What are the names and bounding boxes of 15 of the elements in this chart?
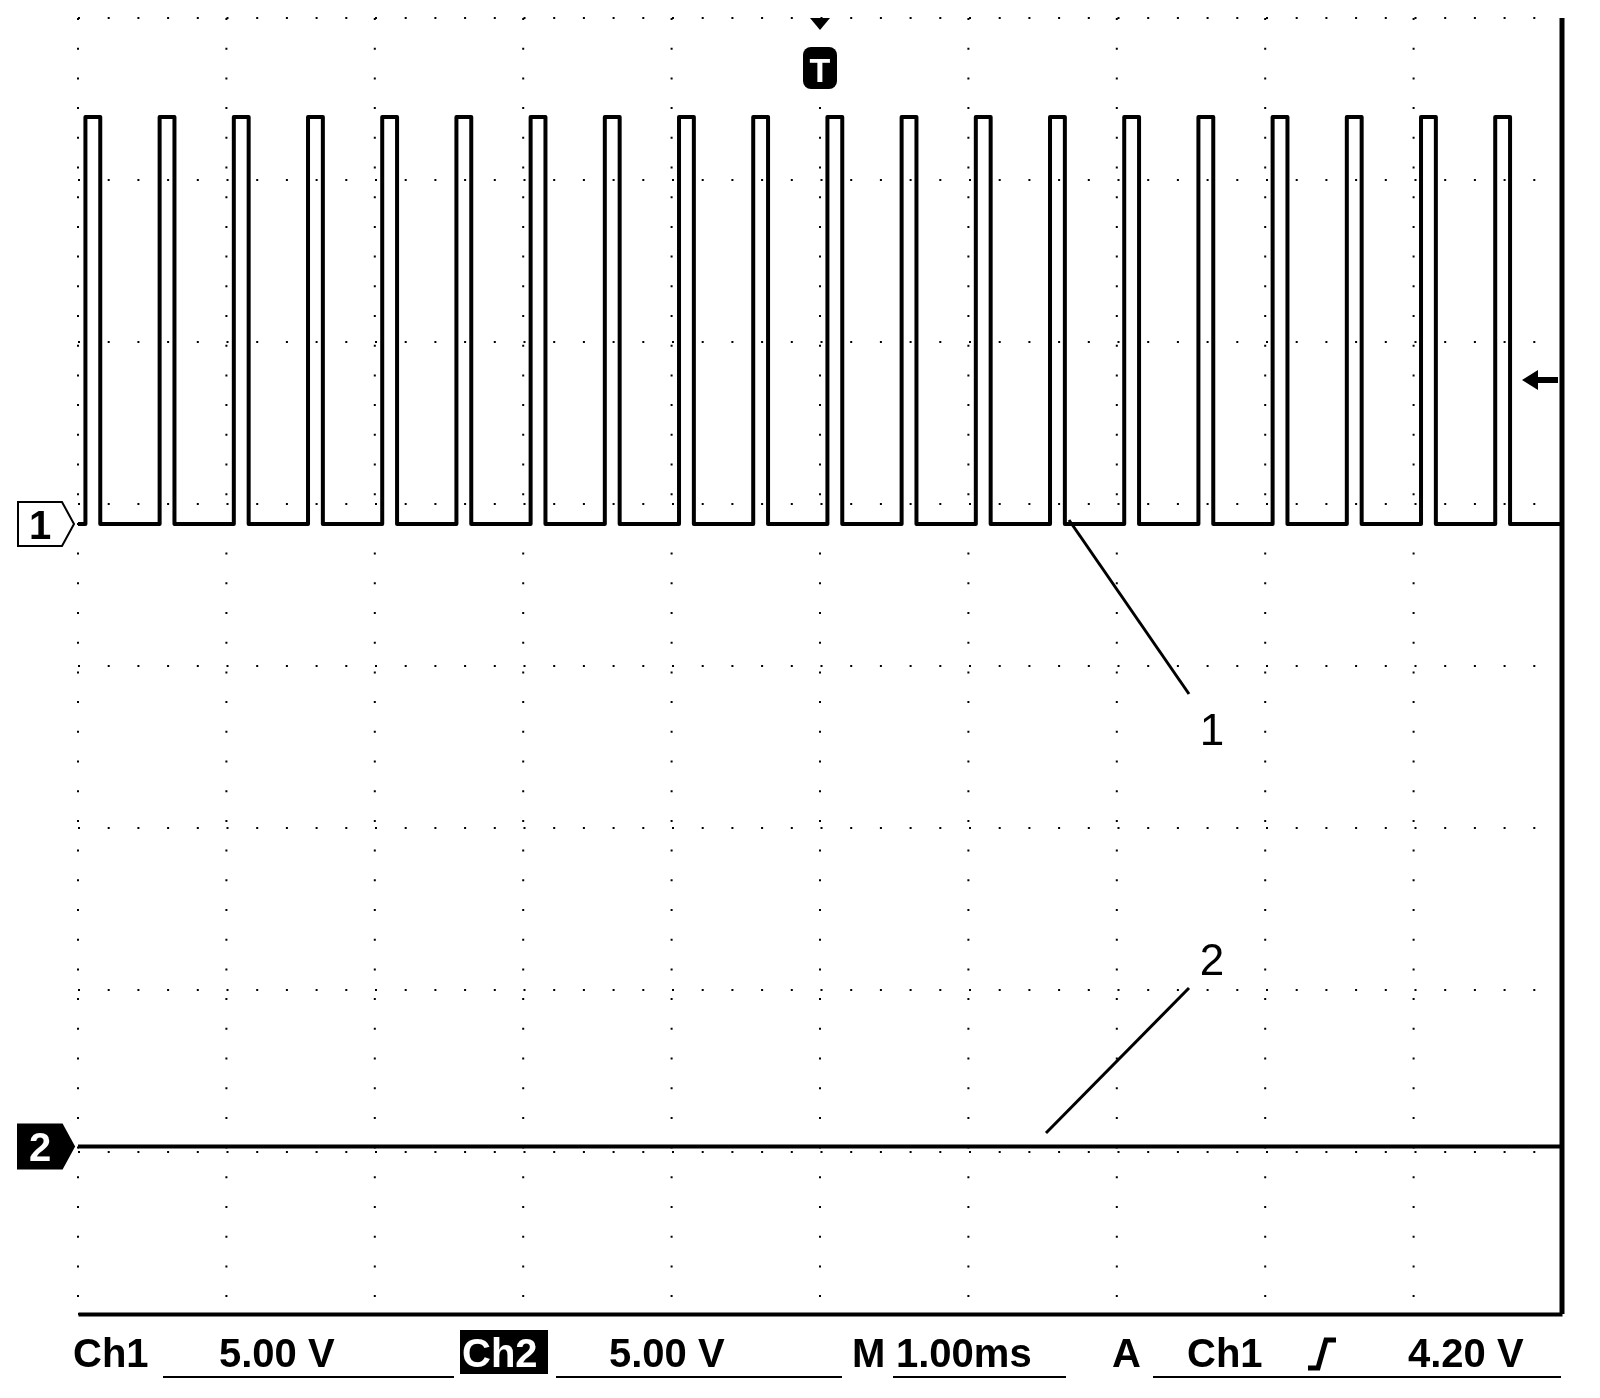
text: 5.00 V (219, 1331, 335, 1375)
text: A (1112, 1331, 1141, 1375)
series-label: 2 (28, 1125, 52, 1170)
text: Ch2 (462, 1331, 538, 1375)
text: 1.00ms (896, 1331, 1032, 1375)
channel-marker: 1 (17, 501, 76, 547)
text: M (852, 1331, 886, 1375)
channel-marker: 2 (17, 1123, 76, 1170)
series-label: 1 (28, 502, 52, 547)
text: 4.20 V (1408, 1331, 1524, 1375)
text: 1 (1199, 705, 1225, 754)
text: Ch1 (1187, 1331, 1263, 1375)
text: 5.00 V (609, 1331, 725, 1375)
text: Ch1 (73, 1331, 149, 1375)
text: 2 (1199, 935, 1225, 984)
